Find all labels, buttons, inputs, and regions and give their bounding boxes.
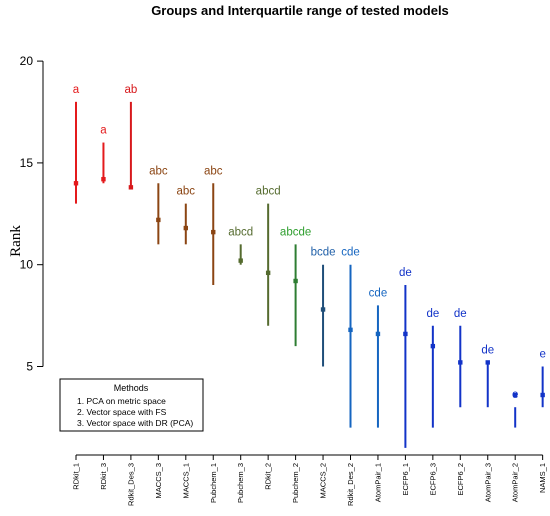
x-tick-label: Rdkit_Des_3: [126, 463, 135, 506]
x-tick-label: MACCS_1: [181, 463, 190, 498]
interval-AtomPair_3: [485, 360, 490, 408]
group-label: de: [481, 344, 494, 356]
x-tick-label: RDkit_2: [264, 463, 273, 490]
x-tick-label: AtomPair_2: [511, 463, 520, 502]
x-tick-label: RDkit_1: [72, 463, 81, 490]
interval-Pubchem_2: [293, 244, 298, 347]
x-tick-label: RDkit_3: [99, 463, 108, 490]
median-point: [293, 278, 298, 284]
interval-Rdkit_Des_2: [348, 264, 353, 428]
group-label: abcd: [256, 186, 281, 198]
interval-AtomPair_1: [375, 305, 381, 428]
x-tick-label: Pubchem_1: [209, 463, 218, 503]
group-label: abcde: [280, 226, 311, 238]
group-label: abc: [149, 165, 168, 177]
group-label: bcde: [311, 247, 336, 259]
legend-box: [59, 378, 204, 432]
interval-MACCS_2: [320, 264, 326, 367]
median-point: [128, 185, 134, 190]
x-tick-label: Rdkit_Des_2: [346, 463, 355, 506]
median-point: [458, 360, 463, 365]
interval-Pubchem_3: [238, 244, 243, 265]
x-tick-label: MACCS_3: [154, 463, 163, 498]
group-label: ab: [125, 84, 138, 96]
median-point: [183, 225, 188, 231]
legend-title: Methods: [114, 383, 149, 393]
interval-RDkit_1: [73, 101, 79, 204]
x-tick-label: Pubchem_2: [291, 463, 300, 503]
y-axis-label: Rank: [8, 225, 24, 257]
median-point: [101, 176, 106, 182]
x-tick-label: NAMS_1: [538, 463, 547, 493]
legend-item-2: 2. Vector space with FS: [77, 407, 167, 417]
axes: 5 10 15 20: [20, 54, 543, 456]
median-point: [156, 217, 161, 223]
group-label: abcd: [228, 226, 253, 238]
group-label: cde: [341, 247, 360, 259]
data-marks: [73, 101, 545, 448]
y-tick-label: 5: [26, 359, 33, 373]
group-label: abc: [177, 186, 196, 198]
x-tick-label: ECFP6_3: [428, 463, 437, 496]
interval-Rdkit_Des_3: [128, 101, 134, 190]
interval-AtomPair_2: [513, 392, 518, 428]
legend: Methods 1. PCA on metric space 2. Vector…: [59, 378, 204, 432]
y-tick-label: 10: [20, 258, 34, 272]
median-point: [320, 307, 326, 312]
interval-MACCS_1: [183, 203, 188, 245]
median-point: [238, 258, 243, 263]
median-point: [348, 327, 353, 333]
chart-title: Groups and Interquartile range of tested…: [151, 3, 449, 18]
x-tick-label: AtomPair_1: [373, 463, 382, 502]
interval-NAMS_1: [540, 366, 545, 408]
interval-RDkit_2: [265, 203, 271, 326]
interval-ECFP6_2: [458, 325, 463, 408]
median-point: [403, 331, 408, 337]
group-label: de: [399, 267, 412, 279]
median-point: [211, 229, 216, 235]
x-tick-label: MACCS_2: [319, 463, 328, 498]
interval-MACCS_3: [156, 183, 161, 245]
median-point: [485, 360, 490, 365]
legend-item-3: 3. Vector space with DR (PCA): [77, 418, 193, 428]
x-tick-label: AtomPair_3: [483, 463, 492, 502]
x-tick-labels: RDkit_1 RDkit_3 Rdkit_Des_3 MACCS_3 MACCS_1 P…: [72, 455, 547, 506]
median-point: [513, 392, 518, 398]
y-tick-label: 20: [20, 54, 34, 68]
x-tick-label: ECFP6_1: [401, 463, 410, 496]
group-label: de: [454, 308, 467, 320]
median-point: [375, 331, 381, 337]
legend-item-1: 1. PCA on metric space: [77, 396, 166, 406]
group-label: e: [539, 348, 545, 360]
median-point: [265, 270, 271, 276]
group-label: e: [512, 389, 518, 401]
x-tick-label: Pubchem_3: [236, 463, 245, 503]
interval-ECFP6_1: [403, 285, 408, 448]
group-label: a: [73, 84, 80, 96]
group-label: abc: [204, 165, 223, 177]
median-point: [430, 343, 436, 349]
x-tick-label: ECFP6_2: [456, 463, 465, 496]
median-point: [540, 392, 545, 398]
group-label: de: [426, 308, 439, 320]
interval-RDkit_3: [101, 142, 106, 184]
interval-Pubchem_1: [211, 183, 216, 286]
group-label: a: [100, 125, 107, 137]
y-tick-label: 15: [20, 156, 34, 170]
group-label: cde: [369, 287, 388, 299]
interval-ECFP6_3: [430, 325, 436, 428]
median-point: [73, 181, 79, 186]
